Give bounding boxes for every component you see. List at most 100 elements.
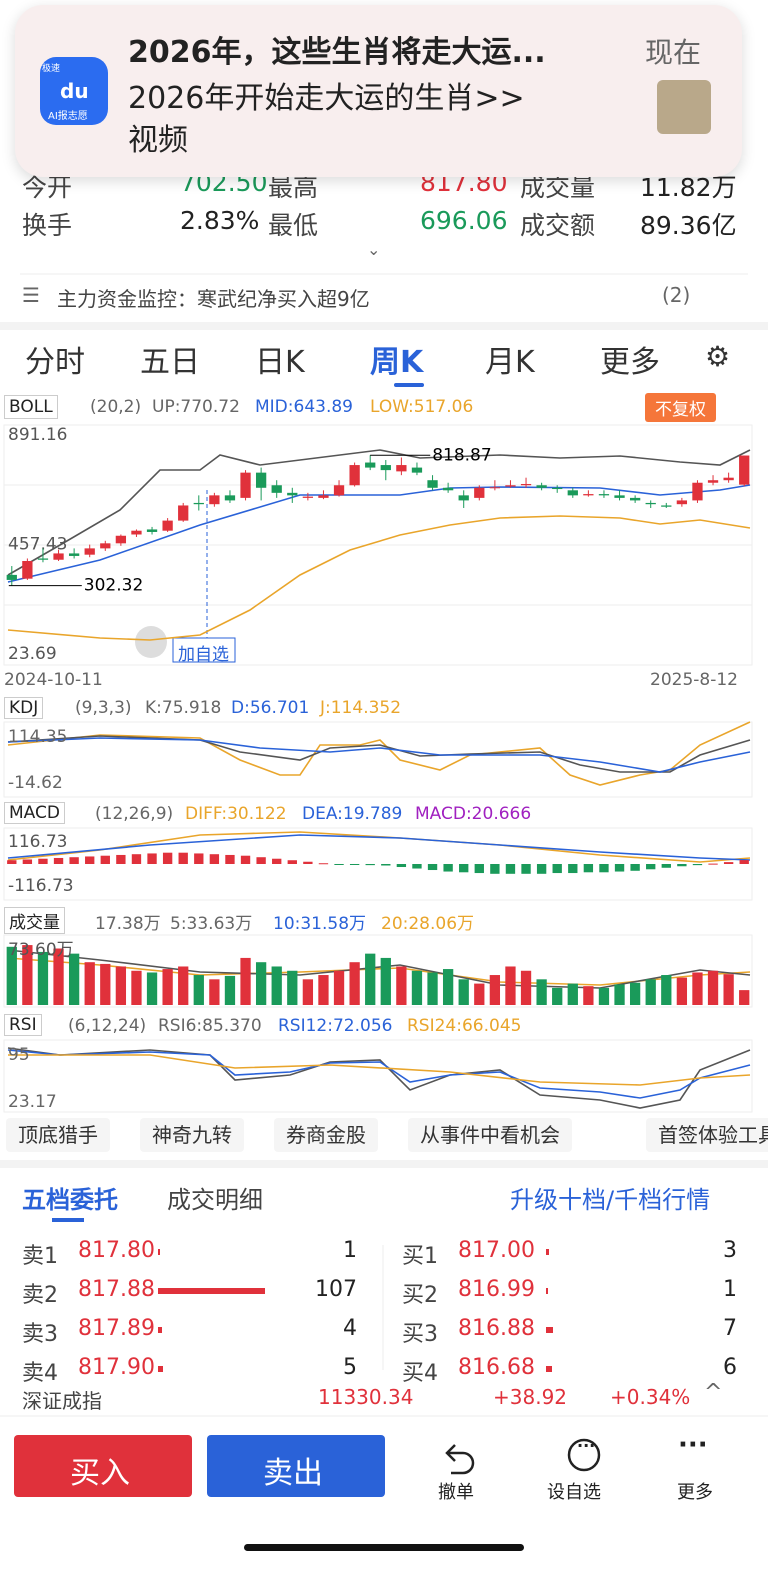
- tool-label[interactable]: 更多: [677, 1482, 713, 1503]
- notif-thumbnail: [657, 80, 711, 134]
- macd-bar: [22, 859, 33, 864]
- quote-label: 最高: [268, 173, 319, 202]
- indicator-name[interactable]: 成交量: [4, 907, 65, 934]
- volume-bar: [68, 953, 80, 1005]
- adjust-button[interactable]: 不复权: [645, 393, 716, 422]
- candle-body: [380, 465, 391, 471]
- candle-body: [209, 495, 220, 505]
- volume-bar: [598, 987, 610, 1005]
- notification-card[interactable]: du AI报志愿 极速 2026年，这些生肖将走大运... 2026年开始走大运…: [15, 5, 742, 177]
- quote-value: 11.82万: [640, 173, 737, 202]
- order-label: 卖2: [22, 1283, 58, 1308]
- volume-bar: [536, 979, 547, 1005]
- macd-bar: [7, 860, 17, 864]
- order-qty: 5: [343, 1355, 357, 1380]
- orderbook-tab[interactable]: 成交明细: [167, 1186, 263, 1214]
- period-tab[interactable]: 五日: [140, 345, 200, 380]
- period-tab[interactable]: 分时: [25, 345, 85, 380]
- y-tick-label: 95: [8, 1045, 30, 1065]
- period-tab[interactable]: 更多: [600, 345, 660, 380]
- monitor-text[interactable]: 主力资金监控：寒武纪净买入超9亿: [57, 287, 370, 311]
- volume-bar: [84, 962, 95, 1005]
- tool-label[interactable]: 撤单: [438, 1482, 474, 1503]
- candle-body: [676, 500, 688, 505]
- period-tab[interactable]: 月K: [485, 345, 535, 380]
- order-label: 买1: [402, 1244, 438, 1269]
- settings-icon[interactable]: ⚙: [705, 340, 731, 373]
- candle-body: [692, 482, 703, 501]
- volume-bar: [115, 966, 127, 1005]
- order-qty: 3: [723, 1238, 737, 1263]
- y-tick-label: 457.43: [8, 534, 67, 554]
- volume-bar: [458, 979, 469, 1005]
- candle-body: [629, 497, 641, 501]
- candle-body: [505, 485, 516, 487]
- macd-bar: [505, 864, 516, 874]
- volume-bar: [53, 948, 64, 1005]
- period-tab[interactable]: 周K: [370, 345, 424, 380]
- volume-bar: [224, 975, 236, 1005]
- order-bar: [158, 1327, 162, 1333]
- macd-diff: DIFF:30.122: [185, 804, 287, 824]
- order-label: 买2: [402, 1283, 438, 1308]
- indicator-name[interactable]: BOLL: [4, 395, 58, 419]
- home-indicator: [244, 1544, 524, 1551]
- candle-body: [520, 483, 532, 486]
- volume-bar: [6, 946, 17, 1005]
- chip[interactable]: 从事件中看机会: [408, 1118, 572, 1152]
- chip[interactable]: 券商金股: [274, 1118, 378, 1152]
- macd-bar: [459, 864, 469, 873]
- volume-bar: [37, 951, 49, 1005]
- macd-bar: [739, 860, 749, 864]
- chip[interactable]: 神奇九转: [140, 1118, 244, 1152]
- expand-chevron[interactable]: ⌄: [367, 240, 381, 259]
- candle-body: [411, 467, 423, 473]
- candle-body: [115, 535, 127, 544]
- order-bar: [546, 1288, 548, 1294]
- macd-bar: [256, 857, 266, 864]
- candle-body: [271, 485, 282, 493]
- macd-bar: [131, 854, 142, 864]
- y-tick-label: 891.16: [8, 425, 67, 445]
- index-name[interactable]: 深证成指: [22, 1389, 102, 1413]
- macd-bar: [194, 853, 204, 864]
- candle-body: [84, 548, 95, 555]
- macd-bar: [552, 864, 562, 874]
- volume-bar: [396, 966, 407, 1005]
- chip[interactable]: 顶底猎手: [6, 1118, 110, 1152]
- chip[interactable]: 首签体验工具: [646, 1118, 768, 1152]
- indicator-name[interactable]: RSI: [4, 1014, 42, 1036]
- order-label: 买3: [402, 1322, 438, 1347]
- orderbook-tab[interactable]: 五档委托: [22, 1186, 118, 1214]
- add-watch[interactable]: 加自选: [178, 645, 229, 665]
- upgrade-link[interactable]: 升级十档/千档行情: [510, 1186, 711, 1214]
- watch-icon: [135, 626, 167, 658]
- gap: [0, 1160, 768, 1168]
- collapse-chevron[interactable]: ^: [704, 1380, 723, 1405]
- volume-bar: [661, 975, 672, 1005]
- candle-body: [489, 487, 501, 489]
- monitor-count: (2): [662, 283, 691, 307]
- volume-bar: [474, 983, 485, 1005]
- indicator-name[interactable]: MACD: [4, 802, 65, 824]
- macd-bar: [490, 864, 500, 874]
- buy-button[interactable]: [14, 1435, 192, 1497]
- candle-body: [661, 505, 672, 507]
- icon-badge: 极速: [42, 64, 61, 74]
- order-bar: [158, 1288, 265, 1294]
- quote-label: 今开: [22, 173, 73, 202]
- volume-bar: [100, 963, 111, 1005]
- volume-bar: [178, 966, 189, 1005]
- indicator-name[interactable]: KDJ: [4, 697, 44, 719]
- low-label: 302.32: [84, 576, 143, 596]
- index-change: +38.92: [493, 1385, 568, 1409]
- candle-body: [614, 495, 625, 498]
- tool-label[interactable]: 设自选: [547, 1482, 601, 1503]
- period-tab[interactable]: 日K: [255, 345, 305, 380]
- candle-body: [723, 477, 734, 481]
- sell-button[interactable]: [207, 1435, 385, 1497]
- rsi6: RSI6:85.370: [158, 1016, 262, 1036]
- macd-bar: [272, 858, 282, 864]
- dots: ···: [577, 1436, 596, 1455]
- volume-bar: [162, 969, 173, 1005]
